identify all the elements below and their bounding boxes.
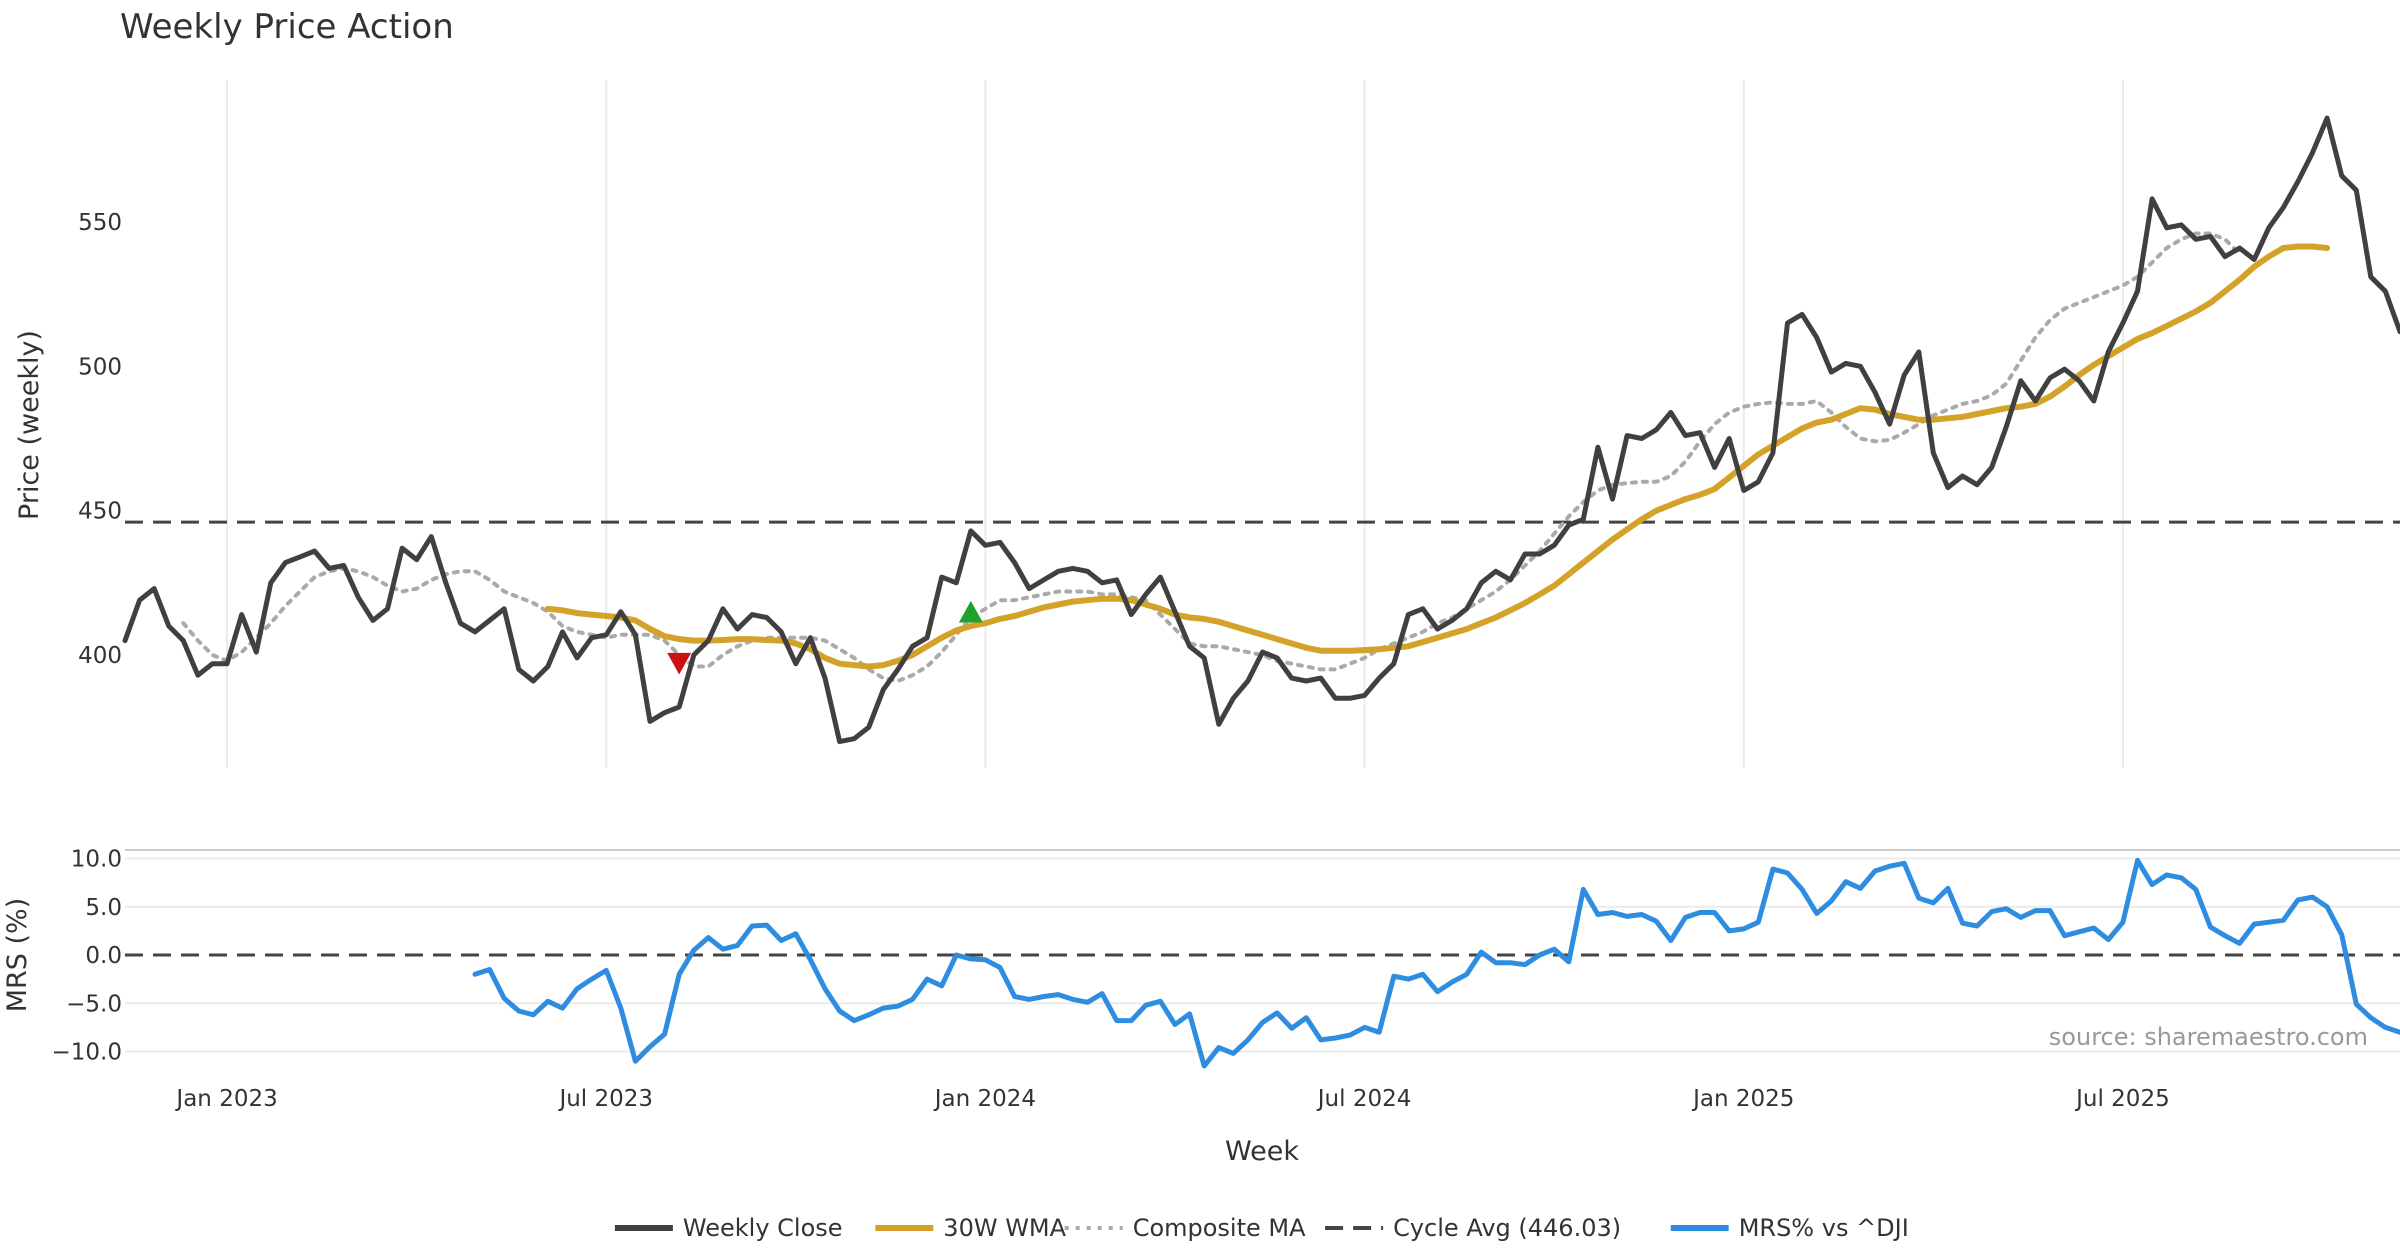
xtick-3: Jul 2024	[1316, 1086, 1412, 1112]
signal-markers	[667, 600, 983, 675]
x-tick-labels: Jan 2023 Jul 2023 Jan 2024 Jul 2024 Jan 2025…	[174, 1086, 2169, 1112]
legend-label-30w-wma: 30W WMA	[943, 1214, 1066, 1242]
price-gridlines	[226, 80, 2124, 768]
series-composite-ma	[181, 231, 2242, 683]
legend-label-weekly-close: Weekly Close	[683, 1214, 843, 1242]
price-ytick-0: 400	[78, 643, 122, 669]
mrs-ytick-0: 10.0	[71, 847, 122, 873]
xtick-5: Jul 2025	[2074, 1086, 2170, 1112]
series-weekly-close	[122, 115, 2400, 745]
buy-signal-marker	[958, 600, 983, 623]
xtick-0: Jan 2023	[174, 1086, 277, 1112]
mrs-ytick-2: 0.0	[85, 943, 122, 969]
legend: Weekly Close 30W WMA Composite MA Cycle Avg…	[614, 1214, 1909, 1242]
xtick-2: Jan 2024	[933, 1086, 1036, 1112]
price-ytick-3: 550	[78, 210, 122, 236]
mrs-ytick-3: −5.0	[66, 991, 122, 1017]
mrs-ytick-1: 5.0	[85, 895, 122, 921]
sell-signal-marker	[667, 652, 692, 675]
price-ytick-2: 500	[78, 354, 122, 380]
chart-title: Weekly Price Action	[120, 7, 454, 47]
x-axis-label: Week	[1225, 1136, 1299, 1167]
mrs-y-ticks: 10.0 5.0 0.0 −5.0 −10.0	[52, 847, 122, 1066]
xtick-1: Jul 2023	[557, 1086, 653, 1112]
price-panel: 400 450 500 550 Price (weekly)	[14, 80, 2400, 768]
price-y-ticks: 400 450 500 550	[78, 210, 122, 669]
xtick-4: Jan 2025	[1691, 1086, 1794, 1112]
mrs-gridlines	[125, 857, 2400, 1053]
legend-label-cycle-avg-446-03: Cycle Avg (446.03)	[1393, 1214, 1621, 1242]
mrs-series-group	[472, 857, 2400, 1069]
price-ytick-1: 450	[78, 499, 122, 525]
series-30w-wma	[544, 243, 2331, 670]
mrs-y-axis-label: MRS (%)	[2, 898, 33, 1013]
mrs-panel: 10.0 5.0 0.0 −5.0 −10.0 MRS (%) source: shar…	[2, 847, 2400, 1069]
mrs-ytick-4: −10.0	[52, 1040, 122, 1066]
price-y-axis-label: Price (weekly)	[14, 330, 45, 520]
series-mrs-vs-dji	[472, 857, 2400, 1069]
legend-label-composite-ma: Composite MA	[1133, 1214, 1306, 1242]
price-series-group	[122, 115, 2400, 745]
legend-label-mrs-vs-dji: MRS% vs ^DJI	[1739, 1214, 1909, 1242]
source-note: source: sharemaestro.com	[2049, 1023, 2368, 1051]
